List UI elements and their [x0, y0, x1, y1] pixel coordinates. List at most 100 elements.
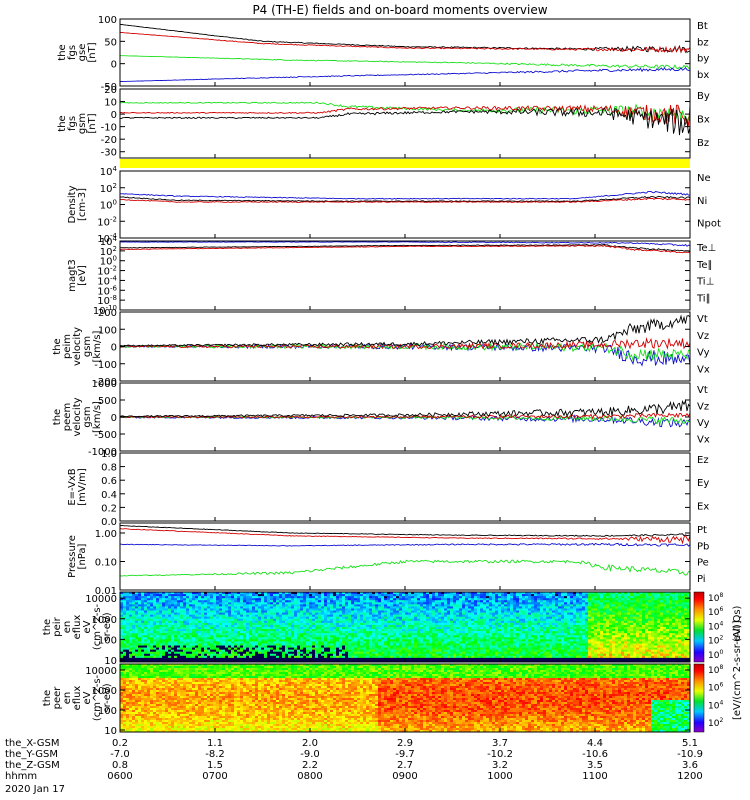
- spectrogram-cell: [612, 592, 616, 595]
- spectrogram-cell: [231, 594, 235, 597]
- spectrogram-cell: [255, 641, 259, 644]
- spectrogram-cell: [426, 629, 430, 632]
- spectrogram-cell: [270, 629, 274, 632]
- spectrogram-cell: [579, 610, 583, 613]
- spectrogram-cell: [267, 639, 271, 642]
- spectrogram-cell: [666, 618, 670, 622]
- spectrogram-cell: [513, 629, 517, 632]
- spectrogram-cell: [249, 618, 253, 622]
- spectrogram-cell: [327, 602, 331, 605]
- spectrogram-cell: [585, 618, 589, 622]
- spectrogram-cell: [234, 596, 238, 599]
- spectrogram-cell: [240, 608, 244, 611]
- spectrogram-cell: [201, 612, 205, 615]
- spectrogram-cell: [366, 641, 370, 644]
- spectrogram-cell: [654, 635, 658, 638]
- spectrogram-cell: [612, 594, 616, 597]
- spectrogram-cell: [405, 616, 409, 620]
- spectrogram-cell: [546, 639, 550, 642]
- spectrogram-cell: [513, 594, 517, 597]
- spectrogram-cell: [135, 606, 139, 609]
- spectrogram-cell: [429, 594, 433, 597]
- spectrogram-cell: [468, 614, 472, 618]
- spectrogram-cell: [306, 637, 310, 640]
- spectrogram-cell: [681, 618, 685, 622]
- spectrogram-cell: [594, 614, 598, 618]
- spectrogram-cell: [315, 592, 319, 595]
- spectrogram-cell: [474, 616, 478, 620]
- spectrogram-cell: [504, 598, 508, 601]
- spectrogram-cell: [585, 608, 589, 611]
- spectrogram-cell: [687, 592, 691, 595]
- spectrogram-cell: [414, 620, 418, 624]
- spectrogram-cell: [663, 627, 667, 630]
- spectrogram-cell: [306, 614, 310, 618]
- spectrogram-cell: [219, 602, 223, 605]
- spectrogram-cell: [525, 596, 529, 599]
- spectrogram-cell: [417, 620, 421, 624]
- spectrogram-cell: [582, 629, 586, 632]
- spectrogram-cell: [504, 614, 508, 618]
- spectrogram-cell: [387, 633, 391, 636]
- spectrogram-cell: [408, 635, 412, 638]
- spectrogram-cell: [306, 618, 310, 622]
- y-axis-label: Pressure: [67, 535, 78, 578]
- spectrogram-cell: [672, 606, 676, 609]
- spectrogram-cell: [486, 629, 490, 632]
- spectrogram-cell: [378, 639, 382, 642]
- spectrogram-cell: [294, 592, 298, 595]
- spectrogram-cell: [366, 594, 370, 597]
- spectrogram-cell: [336, 592, 340, 595]
- spectrogram-cell: [378, 620, 382, 624]
- spectrogram-cell: [288, 631, 292, 634]
- spectrogram-cell: [354, 608, 358, 611]
- spectrogram-cell: [492, 606, 496, 609]
- spectrogram-cell: [432, 604, 436, 607]
- spectrogram-cell: [459, 602, 463, 605]
- spectrogram-cell: [672, 596, 676, 599]
- spectrogram-cell: [534, 622, 538, 626]
- spectrogram-cell: [243, 631, 247, 634]
- spectrogram-cell: [387, 602, 391, 605]
- spectrogram-cell: [396, 622, 400, 626]
- spectrogram-cell: [429, 629, 433, 632]
- spectrogram-cell: [411, 631, 415, 634]
- spectrogram-cell: [141, 635, 145, 638]
- spectrogram-cell: [147, 604, 151, 607]
- spectrogram-cell: [375, 627, 379, 630]
- spectrogram-cell: [294, 635, 298, 638]
- spectrogram-cell: [441, 629, 445, 632]
- spectrogram-cell: [498, 629, 502, 632]
- spectrogram-cell: [270, 631, 274, 634]
- spectrogram-cell: [363, 608, 367, 611]
- spectrogram-cell: [120, 616, 124, 620]
- spectrogram-cell: [687, 612, 691, 615]
- spectrogram-cell: [159, 637, 163, 640]
- spectrogram-cell: [447, 635, 451, 638]
- spectrogram-cell: [345, 633, 349, 636]
- spectrogram-cell: [612, 627, 616, 630]
- spectrogram-cell: [483, 620, 487, 624]
- spectrogram-cell: [501, 616, 505, 620]
- spectrogram-cell: [654, 631, 658, 634]
- spectrogram-cell: [210, 600, 214, 603]
- spectrogram-cell: [297, 627, 301, 630]
- spectrogram-cell: [168, 627, 172, 630]
- spectrogram-cell: [633, 594, 637, 597]
- spectrogram-cell: [231, 606, 235, 609]
- spectrogram-cell: [432, 620, 436, 624]
- spectrogram-cell: [327, 592, 331, 595]
- spectrogram-cell: [402, 600, 406, 603]
- spectrogram-cell: [138, 624, 142, 628]
- spectrogram-cell: [246, 594, 250, 597]
- spectrogram-cell: [354, 635, 358, 638]
- spectrogram-cell: [669, 622, 673, 626]
- spectrogram-cell: [684, 631, 688, 634]
- spectrogram-cell: [333, 622, 337, 626]
- spectrogram-cell: [564, 631, 568, 634]
- spectrogram-cell: [222, 629, 226, 632]
- spectrogram-cell: [426, 641, 430, 644]
- spectrogram-cell: [633, 598, 637, 601]
- spectrogram-cell: [606, 606, 610, 609]
- spectrogram-cell: [213, 620, 217, 624]
